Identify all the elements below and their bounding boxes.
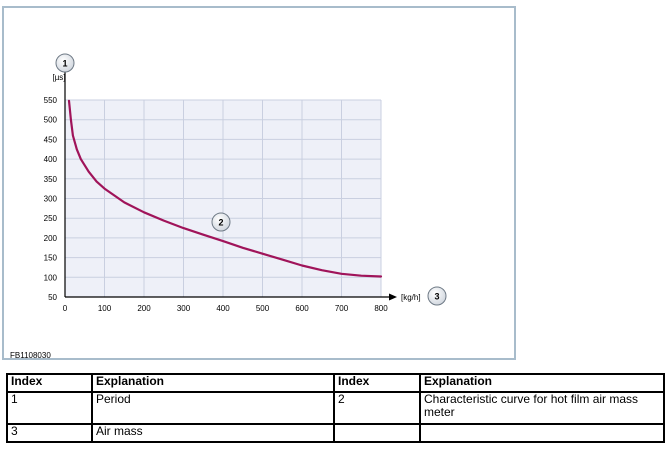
legend-row: 1 Period 2 Characteristic curve for hot … <box>6 391 665 425</box>
callout-badge <box>211 212 231 232</box>
x-axis-label: [kg/h] <box>401 293 421 302</box>
x-tick-label: 800 <box>374 304 388 313</box>
callout-number: 1 <box>62 59 67 69</box>
legend-explanation: Air mass <box>91 423 335 443</box>
callout-number: 2 <box>218 218 223 228</box>
x-tick-label: 600 <box>295 304 309 313</box>
y-tick-label: 300 <box>44 195 58 204</box>
legend-index: 3 <box>6 423 93 443</box>
x-tick-label: 0 <box>63 304 68 313</box>
x-tick-label: 100 <box>98 304 112 313</box>
legend-row: 3 Air mass <box>6 423 665 443</box>
legend-index: 2 <box>333 391 421 425</box>
legend-index: 1 <box>6 391 93 425</box>
callout-number: 3 <box>434 292 439 302</box>
y-tick-label: 500 <box>44 116 58 125</box>
x-tick-label: 200 <box>137 304 151 313</box>
legend-header-index-2: Index <box>333 373 421 393</box>
legend-table: Index Explanation Index Explanation 1 Pe… <box>6 373 665 443</box>
legend-header-explanation-2: Explanation <box>419 373 665 393</box>
y-tick-label: 550 <box>44 96 58 105</box>
y-axis-label: [µs] <box>52 73 65 82</box>
legend-explanation <box>419 423 665 443</box>
y-tick-label: 50 <box>48 293 57 302</box>
x-tick-label: 500 <box>256 304 270 313</box>
legend-index <box>333 423 421 443</box>
legend-header-row: Index Explanation Index Explanation <box>6 373 665 393</box>
y-tick-label: 400 <box>44 155 58 164</box>
legend-explanation: Characteristic curve for hot film air ma… <box>419 391 665 425</box>
x-axis-arrow <box>389 293 397 301</box>
callout-badge <box>427 286 447 306</box>
characteristic-curve <box>67 99 383 278</box>
figure-id-label: FB1108030 <box>10 351 51 360</box>
x-tick-label: 300 <box>177 304 191 313</box>
air-mass-period-chart: 0 100 200 300 400 500 600 700 800 50 100 150 200 250 3… <box>10 53 447 360</box>
callout-badge <box>55 53 75 73</box>
x-tick-label: 400 <box>216 304 230 313</box>
legend-header-explanation-1: Explanation <box>91 373 335 393</box>
y-tick-label: 450 <box>44 135 58 144</box>
legend-header-index-1: Index <box>6 373 93 393</box>
y-tick-label: 250 <box>44 214 58 223</box>
y-tick-label: 100 <box>44 273 58 282</box>
x-tick-label: 700 <box>335 304 349 313</box>
y-tick-label: 150 <box>44 254 58 263</box>
figure-frame: 0 100 200 300 400 500 600 700 800 50 100 150 200 250 3… <box>2 6 516 360</box>
legend-explanation: Period <box>91 391 335 425</box>
y-tick-label: 350 <box>44 175 58 184</box>
y-tick-label: 200 <box>44 234 58 243</box>
